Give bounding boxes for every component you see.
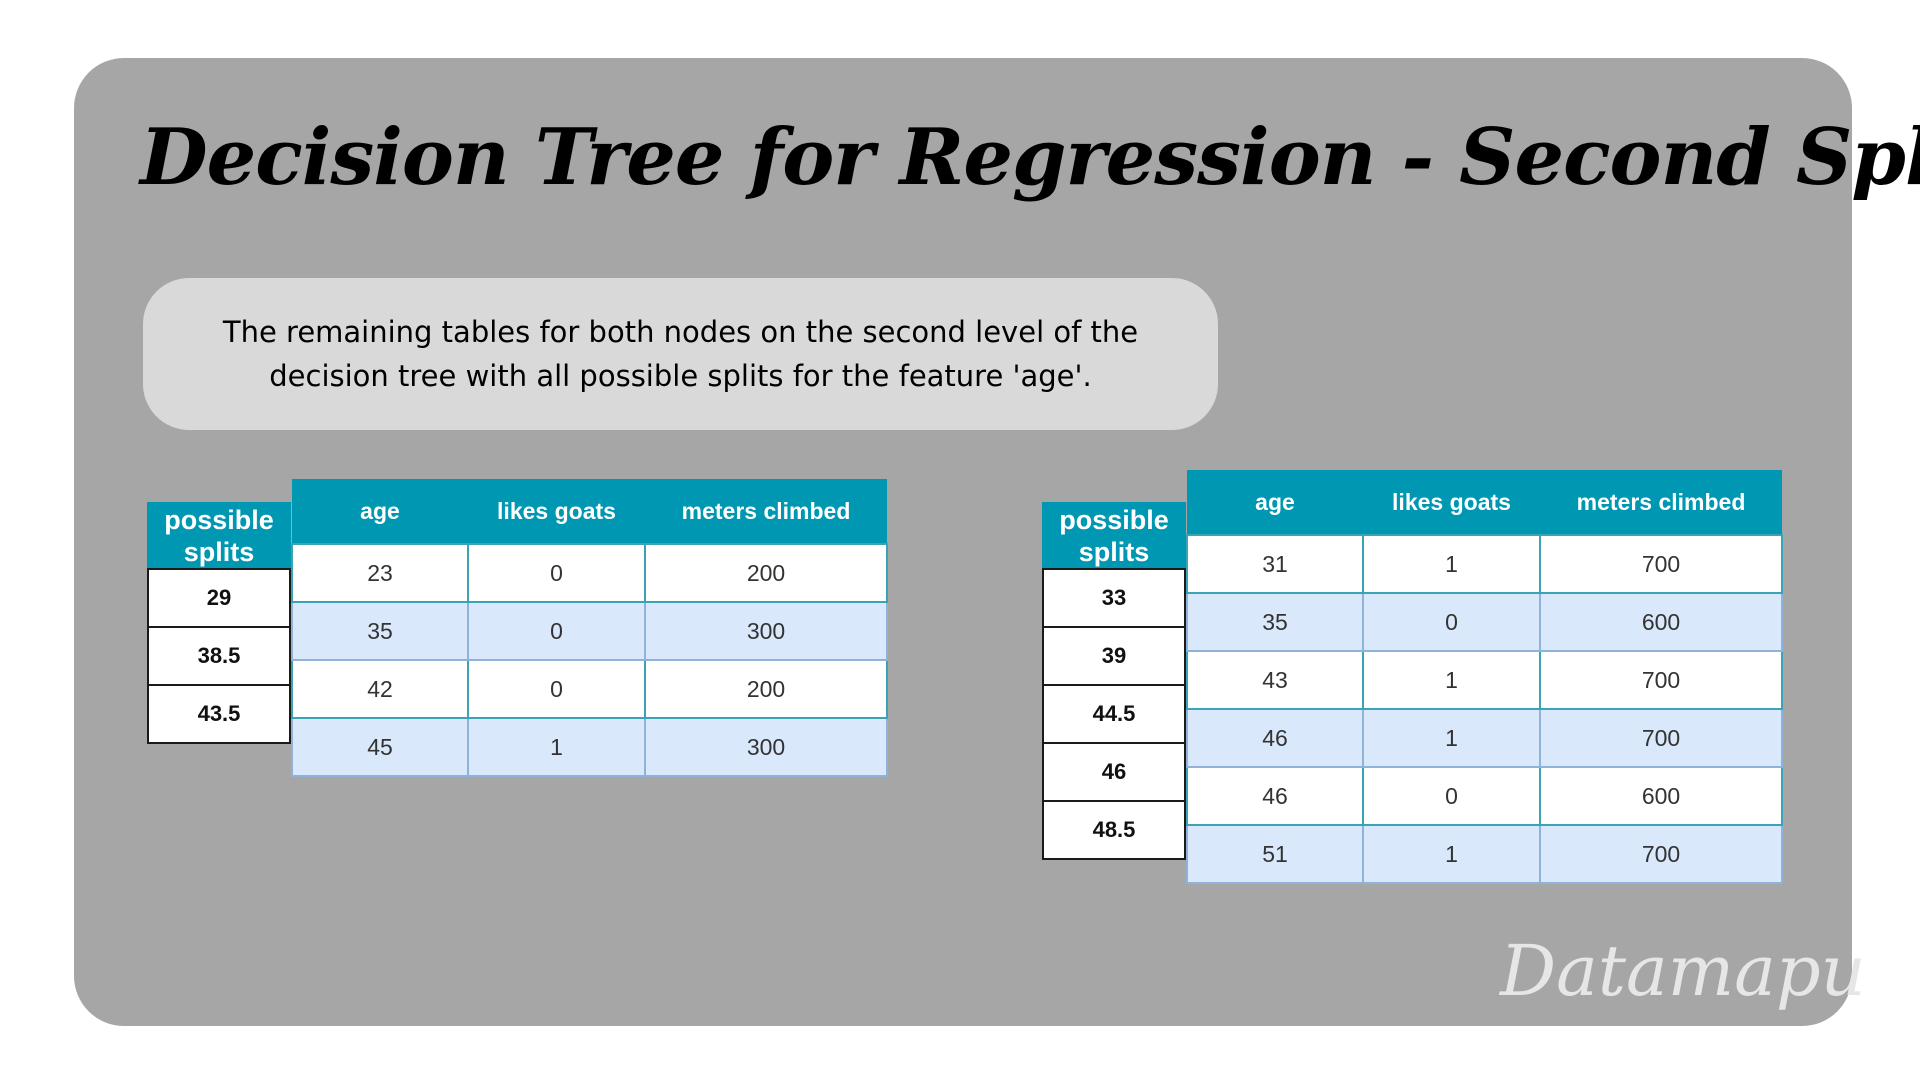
slide-title: Decision Tree for Regression - Second Sp… <box>140 112 1920 203</box>
cell: 46 <box>1186 766 1364 826</box>
cell: 300 <box>644 601 888 661</box>
right-col-age: age <box>1187 470 1363 535</box>
table-row: 42 0 200 <box>291 659 888 719</box>
cell: 200 <box>644 543 888 603</box>
cell: 1 <box>467 717 646 777</box>
right-split-value: 39 <box>1042 626 1186 686</box>
left-col-likes-goats: likes goats <box>468 479 645 544</box>
left-splits-header: possible splits <box>147 502 291 570</box>
cell: 700 <box>1539 824 1783 884</box>
right-splits-header: possible splits <box>1042 502 1186 570</box>
right-possible-splits-table: possible splits 33 39 44.5 46 48.5 <box>1042 502 1186 860</box>
cell: 1 <box>1362 650 1541 710</box>
cell: 43 <box>1186 650 1364 710</box>
cell: 200 <box>644 659 888 719</box>
right-split-value: 48.5 <box>1042 800 1186 860</box>
table-row: 23 0 200 <box>291 543 888 603</box>
table-row: 51 1 700 <box>1186 824 1783 884</box>
cell: 700 <box>1539 650 1783 710</box>
cell: 600 <box>1539 766 1783 826</box>
description-text: The remaining tables for both nodes on t… <box>222 315 1139 393</box>
right-data-table: age likes goats meters climbed 31 1 700 … <box>1186 470 1783 884</box>
right-col-likes-goats: likes goats <box>1363 470 1540 535</box>
datamapu-watermark: Datamapu <box>1500 930 1866 1012</box>
cell: 1 <box>1362 708 1541 768</box>
cell: 700 <box>1539 534 1783 594</box>
left-col-age: age <box>292 479 468 544</box>
description-box: The remaining tables for both nodes on t… <box>143 278 1218 430</box>
table-row: 31 1 700 <box>1186 534 1783 594</box>
right-split-value: 46 <box>1042 742 1186 802</box>
cell: 51 <box>1186 824 1364 884</box>
cell: 0 <box>467 543 646 603</box>
left-split-value: 43.5 <box>147 684 291 744</box>
table-row: 46 1 700 <box>1186 708 1783 768</box>
cell: 0 <box>467 659 646 719</box>
table-row: 35 0 600 <box>1186 592 1783 652</box>
left-data-table: age likes goats meters climbed 23 0 200 … <box>291 479 888 777</box>
cell: 300 <box>644 717 888 777</box>
cell: 0 <box>467 601 646 661</box>
left-split-value: 29 <box>147 568 291 628</box>
cell: 600 <box>1539 592 1783 652</box>
table-row: 46 0 600 <box>1186 766 1783 826</box>
left-possible-splits-table: possible splits 29 38.5 43.5 <box>147 502 291 744</box>
cell: 35 <box>291 601 469 661</box>
cell: 42 <box>291 659 469 719</box>
cell: 1 <box>1362 534 1541 594</box>
left-split-value: 38.5 <box>147 626 291 686</box>
table-row: 45 1 300 <box>291 717 888 777</box>
right-split-value: 44.5 <box>1042 684 1186 744</box>
cell: 31 <box>1186 534 1364 594</box>
cell: 700 <box>1539 708 1783 768</box>
cell: 1 <box>1362 824 1541 884</box>
cell: 23 <box>291 543 469 603</box>
left-col-meters-climbed: meters climbed <box>645 479 887 544</box>
table-row: 43 1 700 <box>1186 650 1783 710</box>
right-split-value: 33 <box>1042 568 1186 628</box>
cell: 0 <box>1362 766 1541 826</box>
cell: 45 <box>291 717 469 777</box>
table-row: 35 0 300 <box>291 601 888 661</box>
cell: 35 <box>1186 592 1364 652</box>
cell: 0 <box>1362 592 1541 652</box>
cell: 46 <box>1186 708 1364 768</box>
right-col-meters-climbed: meters climbed <box>1540 470 1782 535</box>
